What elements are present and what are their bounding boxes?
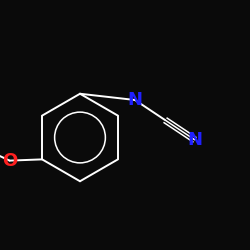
Text: O: O bbox=[2, 152, 17, 170]
Text: N: N bbox=[128, 91, 142, 109]
Text: N: N bbox=[188, 131, 202, 149]
